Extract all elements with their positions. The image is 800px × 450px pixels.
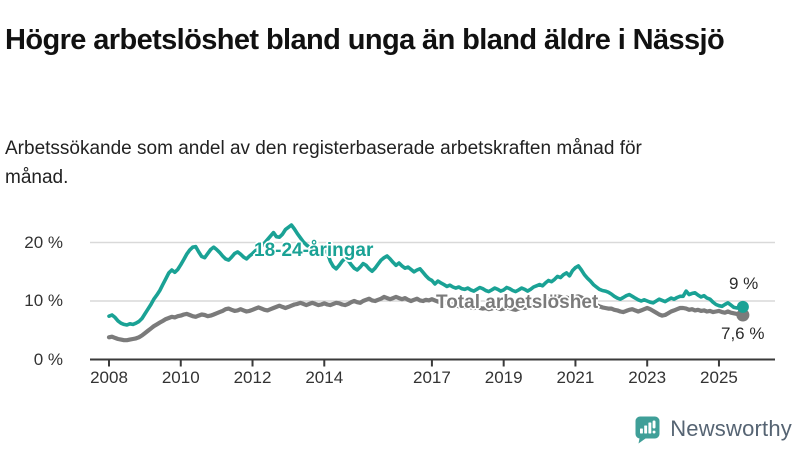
- y-axis-label: 20 %: [24, 232, 63, 252]
- y-axis-label: 10 %: [24, 291, 63, 310]
- newsworthy-icon: [635, 416, 660, 443]
- youth-end-dot: [736, 300, 749, 313]
- series-label-youth: 18-24-åringar: [254, 240, 374, 261]
- end-value-youth: 9 %: [729, 274, 759, 293]
- total-line: [106, 294, 746, 343]
- x-axis-label: 2019: [484, 368, 523, 387]
- y-axis-label: 0 %: [33, 349, 63, 369]
- x-axis-label: 2025: [700, 368, 738, 387]
- x-axis-label: 2021: [556, 368, 595, 387]
- end-value-total: 7,6 %: [721, 324, 765, 343]
- x-axis-label: 2008: [90, 368, 128, 387]
- youth-line: [107, 223, 745, 327]
- newsworthy-wordmark: Newsworthy: [670, 416, 792, 441]
- series-label-total: Total arbetslöshet: [436, 292, 599, 313]
- x-axis-label: 2012: [233, 368, 272, 387]
- newsworthy-logo: Newsworthy: [634, 414, 792, 444]
- chart-title: Högre arbetslöshet bland unga än bland ä…: [5, 24, 725, 57]
- chart-subtitle: Arbetssökande som andel av den registerb…: [5, 138, 642, 188]
- x-axis-label: 2023: [628, 368, 667, 387]
- x-axis-label: 2017: [412, 368, 451, 387]
- x-axis-label: 2010: [161, 368, 200, 387]
- x-axis-label: 2014: [305, 368, 344, 387]
